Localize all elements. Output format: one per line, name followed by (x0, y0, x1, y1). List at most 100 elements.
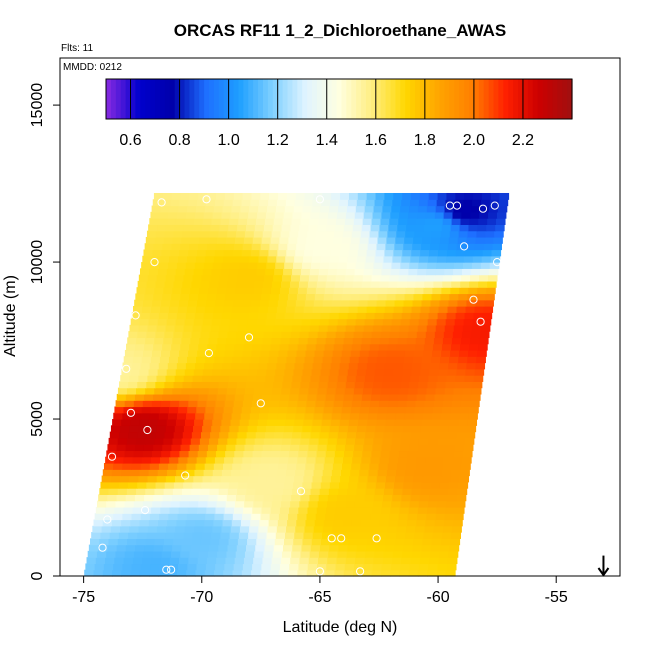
field-cell (453, 268, 463, 276)
field-cell (116, 393, 127, 401)
field-cell (225, 500, 236, 508)
field-cell (323, 462, 334, 470)
field-cell (440, 293, 450, 301)
field-cell (168, 356, 179, 364)
field-cell (113, 412, 123, 420)
field-cell (392, 557, 402, 565)
field-cell (155, 280, 166, 288)
field-cell (285, 419, 295, 426)
field-cell (223, 406, 234, 414)
field-cell (195, 255, 206, 263)
field-cell (411, 249, 421, 257)
field-cell (415, 224, 425, 232)
field-cell (247, 218, 257, 225)
field-cell (362, 218, 373, 225)
field-cell (243, 236, 254, 244)
field-cell (211, 218, 222, 225)
field-cell (422, 538, 433, 546)
field-cell (176, 569, 187, 577)
field-cell (476, 230, 486, 238)
field-cell (229, 218, 239, 225)
field-cell (438, 243, 449, 251)
field-cell (157, 419, 168, 426)
field-cell (312, 199, 322, 207)
field-cell (197, 349, 207, 357)
field-cell (403, 362, 413, 370)
field-cell (125, 393, 136, 401)
field-cell (384, 544, 395, 552)
field-cell (174, 532, 185, 539)
field-cell (241, 199, 251, 207)
field-cell (228, 324, 239, 332)
field-cell (219, 375, 230, 382)
field-cell (256, 375, 266, 382)
field-cell (417, 569, 428, 577)
field-cell (107, 444, 118, 452)
field-cell (270, 400, 280, 408)
field-cell (298, 230, 308, 238)
field-cell (162, 243, 172, 251)
field-cell (401, 255, 411, 263)
field-cell (215, 450, 226, 458)
field-cell (145, 287, 156, 295)
field-cell (367, 419, 377, 426)
field-cell (409, 205, 419, 213)
field-cell (404, 236, 414, 244)
field-cell (289, 337, 300, 345)
field-cell (188, 349, 198, 357)
field-cell (204, 569, 215, 577)
field-cell (235, 444, 246, 452)
field-cell (181, 387, 192, 395)
field-cell (346, 205, 357, 213)
field-cell (152, 450, 162, 458)
colorbar-swatch (199, 79, 205, 119)
field-cell (139, 469, 150, 477)
field-cell (323, 406, 334, 414)
field-cell (247, 268, 257, 276)
field-cell (224, 506, 235, 514)
field-cell (332, 349, 343, 357)
field-cell (242, 563, 253, 571)
field-cell (468, 412, 478, 420)
field-cell (153, 393, 163, 401)
field-cell (131, 563, 142, 571)
field-cell (338, 255, 349, 263)
field-cell (232, 462, 242, 470)
field-cell (154, 236, 165, 244)
field-cell (446, 312, 457, 320)
field-cell (234, 236, 245, 244)
field-cell (315, 287, 326, 295)
field-cell (95, 506, 106, 514)
field-cell (120, 525, 130, 533)
field-cell (122, 462, 133, 470)
field-cell (355, 318, 366, 326)
field-cell (354, 381, 365, 389)
field-cell (375, 481, 386, 489)
field-cell (117, 488, 128, 495)
field-cell (114, 406, 125, 414)
field-cell (274, 481, 285, 489)
field-cell (317, 500, 328, 508)
field-cell (312, 306, 323, 313)
field-cell (164, 331, 175, 339)
colorbar-swatch (527, 79, 534, 119)
field-cell (159, 406, 170, 414)
field-cell (448, 299, 459, 307)
field-cell (121, 519, 131, 527)
field-cell (275, 368, 285, 376)
field-cell (340, 475, 350, 483)
field-cell (422, 475, 433, 483)
field-cell (285, 306, 296, 313)
field-cell (227, 280, 237, 288)
field-cell (297, 569, 308, 577)
field-cell (161, 450, 171, 458)
field-cell (280, 500, 291, 508)
field-cell (208, 236, 218, 244)
field-cell (405, 406, 416, 414)
field-cell (333, 287, 344, 295)
field-cell (172, 236, 183, 244)
field-cell (403, 356, 414, 364)
field-cell (332, 293, 343, 301)
field-cell (179, 400, 189, 408)
field-cell (278, 349, 289, 357)
